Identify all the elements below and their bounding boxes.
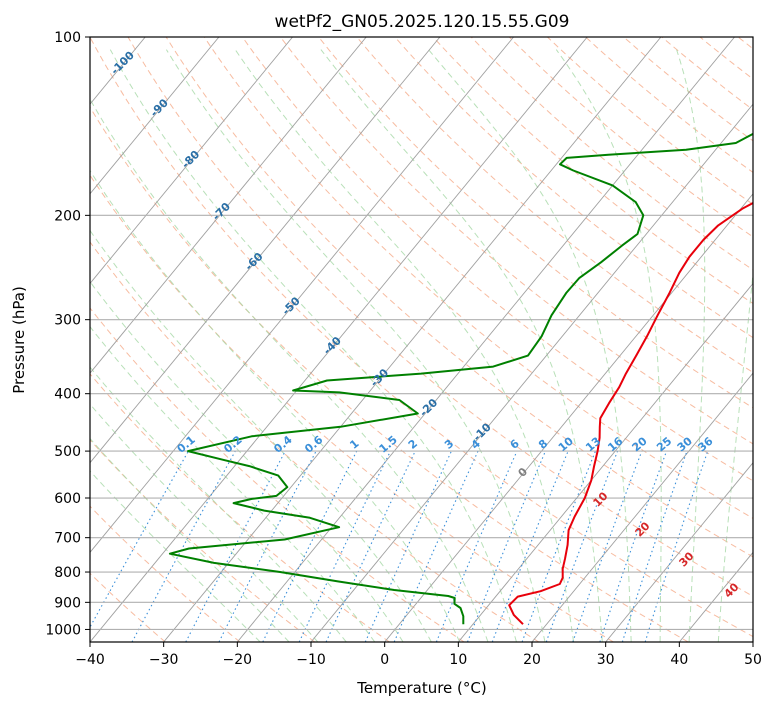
y-tick-label: 1000 (45, 622, 81, 638)
x-tick-label: 30 (597, 652, 615, 668)
y-tick-label: 100 (54, 30, 81, 46)
x-tick-label: 40 (670, 652, 688, 668)
x-tick-label: 0 (380, 652, 389, 668)
x-tick-label: −30 (149, 652, 179, 668)
y-tick-label: 200 (54, 208, 81, 224)
x-tick-label: −20 (223, 652, 253, 668)
x-ticks: −40 −30 −20 −10 0 10 20 30 40 50 (75, 642, 762, 668)
y-ticks: 100 200 300 400 500 600 700 800 900 1000 (45, 30, 90, 638)
y-tick-label: 400 (54, 387, 81, 403)
x-axis-label: Temperature (°C) (356, 679, 486, 697)
y-tick-label: 700 (54, 531, 81, 547)
y-tick-label: 800 (54, 565, 81, 581)
x-tick-label: 10 (449, 652, 467, 668)
y-tick-label: 600 (54, 491, 81, 507)
y-axis-label: Pressure (hPa) (10, 286, 28, 394)
x-tick-label: 50 (744, 652, 762, 668)
plot-background (90, 37, 753, 642)
x-tick-label: −40 (75, 652, 105, 668)
y-tick-label: 500 (54, 444, 81, 460)
y-tick-label: 300 (54, 313, 81, 329)
x-tick-label: 20 (523, 652, 541, 668)
y-tick-label: 900 (54, 595, 81, 611)
isotherm-line (753, 37, 775, 642)
chart-title: wetPf2_GN05.2025.120.15.55.G09 (275, 12, 570, 32)
x-tick-label: −10 (296, 652, 326, 668)
